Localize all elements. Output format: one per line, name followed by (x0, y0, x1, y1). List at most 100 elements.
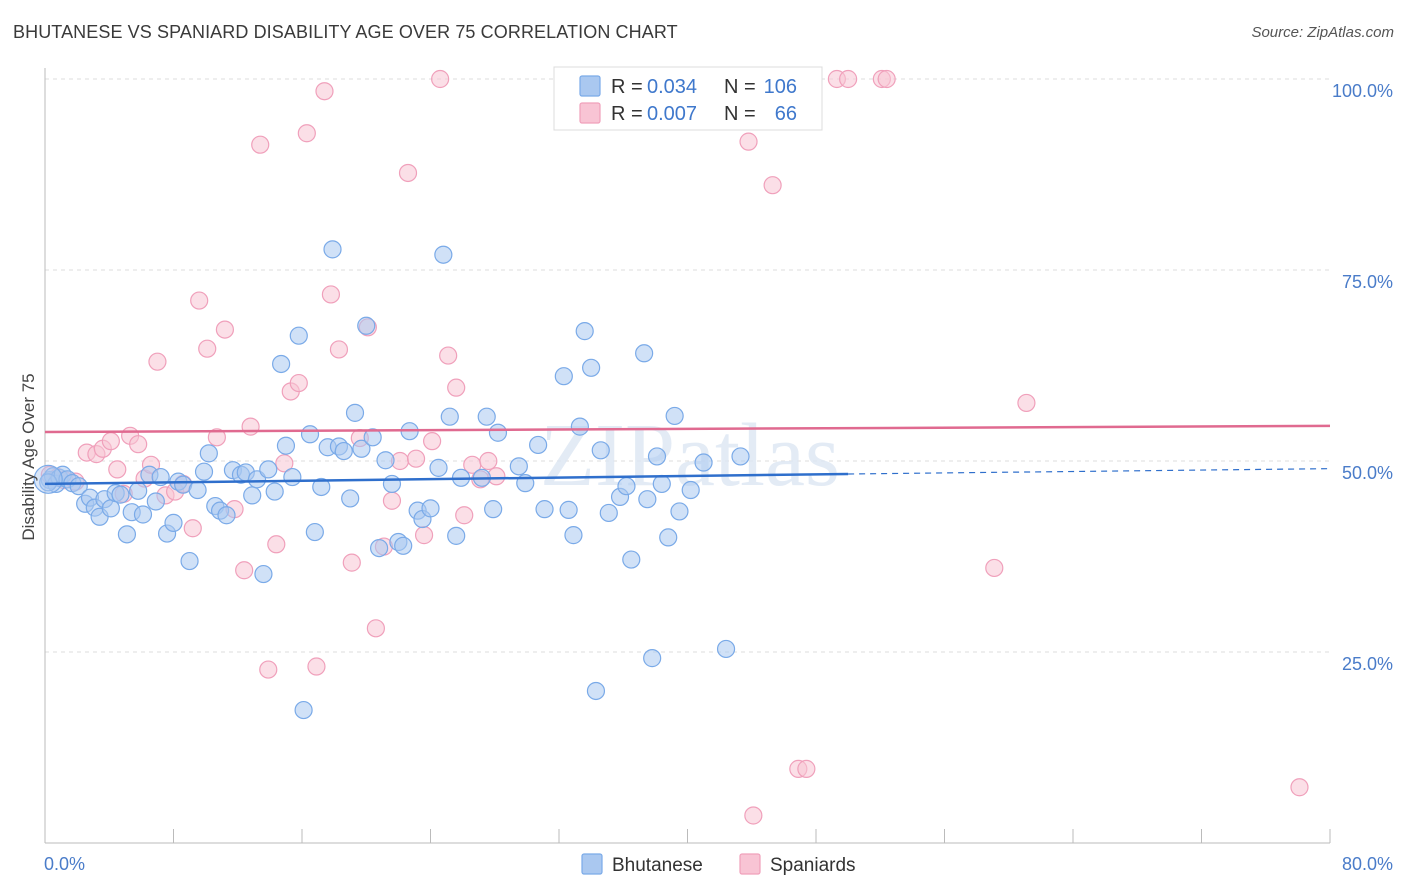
bhutanese-point (638, 490, 657, 509)
spaniards-point (321, 285, 341, 304)
bhutanese-point (488, 423, 508, 442)
spaniards-point (406, 449, 426, 468)
spaniards-point (423, 432, 442, 451)
spaniards-point (744, 806, 763, 825)
bhutanese-point (429, 458, 448, 477)
y-tick-labels: 25.0% 50.0% 75.0% 100.0% (1332, 81, 1393, 674)
bhutanese-point (111, 485, 130, 504)
spaniards-point (414, 526, 434, 545)
bhutanese-point (117, 525, 137, 544)
spaniards-point (329, 340, 349, 359)
bhutanese-point (681, 480, 700, 500)
bhutanese-point (421, 499, 440, 518)
legend-r-value: 0.034 (647, 76, 697, 98)
bhutanese-point (276, 436, 296, 455)
legend-r-label: R = (611, 103, 643, 125)
spaniards-point (251, 135, 270, 154)
bhutanese-point (146, 492, 165, 511)
bhutanese-point (477, 407, 496, 426)
bhutanese-point (194, 462, 214, 481)
bhutanese-point (564, 526, 583, 545)
legend-n-value: 66 (775, 103, 797, 125)
spaniards-point (839, 69, 858, 89)
spaniards-point (985, 558, 1004, 578)
source-label: Source: ZipAtlas.com (1251, 24, 1394, 41)
bhutanese-point (434, 245, 453, 264)
spaniards-point (215, 320, 234, 339)
bhutanese-point (164, 513, 183, 532)
bhutanese-point (133, 505, 153, 524)
spaniards-point (398, 163, 418, 183)
bhutanese-point (243, 486, 262, 505)
bhutanese-point (622, 550, 641, 569)
spaniards-point (190, 291, 209, 310)
legend-n-label: N = (724, 103, 756, 125)
bhutanese-point (217, 506, 236, 525)
x-tick-label: 0.0% (44, 854, 85, 874)
bhutanese-point (591, 441, 610, 460)
legend-swatch-spaniards (579, 102, 601, 124)
y-tick-label: 100.0% (1332, 81, 1393, 101)
legend-top: R = 0.034 N = 106 R = 0.007 N = 66 (553, 66, 823, 131)
bhutanese-point (484, 500, 503, 519)
bhutanese-point (312, 477, 331, 497)
bhutanese-trend-line (44, 472, 849, 486)
bhutanese-point (341, 489, 360, 508)
spaniards-point (198, 339, 217, 358)
bhutanese-point (647, 447, 667, 466)
spaniards-point (259, 660, 278, 679)
spaniards-point (877, 69, 896, 89)
legend-bottom: Bhutanese Spaniards (581, 853, 856, 876)
legend-r-value: 0.007 (647, 103, 697, 125)
bhutanese-point (382, 474, 402, 494)
bottom-legend-swatch (739, 853, 761, 875)
bhutanese-point (582, 358, 601, 377)
bhutanese-point (731, 447, 750, 466)
spaniards-point (315, 82, 334, 101)
x-tick-label: 80.0% (1342, 854, 1393, 874)
bhutanese-point (635, 344, 654, 363)
spaniards-point (148, 352, 167, 371)
spaniards-point (342, 553, 361, 572)
bhutanese-point (509, 457, 528, 476)
y-tick-label: 75.0% (1342, 272, 1393, 292)
spaniards-point (447, 378, 466, 397)
bhutanese-point (265, 482, 284, 501)
spaniards-point (1290, 778, 1309, 797)
spaniards-point (241, 417, 260, 436)
bhutanese-point (69, 477, 88, 496)
spaniards-point (267, 535, 286, 554)
x-tick-labels: 0.0% 80.0% (44, 854, 1393, 874)
spaniards-point (797, 759, 816, 778)
spaniards-point (207, 428, 226, 447)
bottom-legend-label: Spaniards (770, 855, 856, 876)
bhutanese-point (294, 700, 313, 720)
bhutanese-point (39, 473, 58, 492)
bhutanese-point (376, 451, 395, 470)
spaniards-point (235, 561, 254, 580)
bhutanese-point (352, 439, 371, 458)
bhutanese-point (305, 522, 324, 542)
spaniards-point (129, 435, 148, 454)
bhutanese-point (617, 477, 636, 496)
y-tick-label: 50.0% (1342, 463, 1393, 483)
spaniards-point (108, 460, 127, 479)
spaniards-point (739, 132, 758, 151)
bhutanese-point (570, 417, 589, 436)
legend-r-label: R = (611, 76, 643, 98)
bottom-legend-swatch (581, 853, 603, 875)
chart-title: BHUTANESE VS SPANIARD DISABILITY AGE OVE… (13, 22, 678, 42)
bhutanese-point (447, 526, 466, 545)
bhutanese-point (334, 441, 353, 461)
bhutanese-point (716, 639, 736, 659)
spaniards-point (763, 176, 782, 195)
bhutanese-point (394, 536, 413, 555)
bhutanese-point (535, 500, 554, 519)
bhutanese-point (300, 425, 320, 444)
bhutanese-point (199, 444, 218, 463)
bhutanese-point (180, 551, 199, 571)
trend-lines (44, 424, 1331, 486)
spaniards-point (479, 451, 498, 471)
bhutanese-trend-extension (848, 468, 1331, 475)
